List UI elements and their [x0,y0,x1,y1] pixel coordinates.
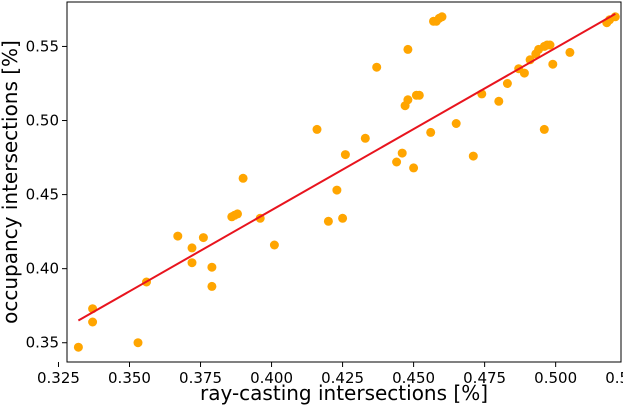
data-point [238,173,248,183]
data-point [426,127,436,137]
data-point [502,79,512,88]
data-point [173,231,183,241]
x-axis-ticks: 0.325 0.350 0.375 0.400 0.425 0.450 0.475 0.500… [37,362,623,387]
data-point [403,44,413,54]
data-point [323,216,333,226]
y-axis-ticks: 0.35 0.40 0.45 0.50 0.55 [26,37,67,352]
data-point [451,119,461,128]
data-point [187,243,197,253]
data-point [468,151,478,161]
data-point [340,150,350,160]
x-tick-label: 0.325 [37,369,80,387]
fit-line-layer [77,12,616,322]
data-point [269,240,279,250]
data-point [372,62,382,72]
data-point [73,342,83,352]
data-point [187,258,197,268]
data-point [437,12,447,22]
y-tick-label: 0.50 [26,112,59,130]
data-point [88,317,98,327]
x-tick-label: 0.475 [463,369,506,387]
data-point [494,96,504,106]
x-tick-label: 0.450 [392,369,435,387]
x-tick-label: 0.375 [179,369,222,387]
data-point [409,163,419,173]
y-tick-label: 0.55 [26,37,59,55]
data-point [207,281,217,291]
x-tick-label: 0.500 [534,369,577,387]
data-point [133,338,143,348]
data-point [565,47,575,57]
y-tick-label: 0.35 [26,334,59,352]
data-point [207,262,217,272]
x-tick-label: 0.400 [250,369,293,387]
x-axis-label: ray-casting intersections [%] [200,381,488,405]
x-tick-label: 0.350 [108,369,151,387]
data-point [397,148,407,158]
y-tick-label: 0.40 [26,260,59,278]
data-point [539,124,549,134]
plot-frame [66,1,622,363]
x-tick-label: 0.525 [605,369,623,387]
data-point [414,90,424,100]
data-point [312,124,322,134]
data-point [548,59,558,69]
data-point [519,68,529,78]
data-point [545,40,555,50]
scatter-points [73,12,620,352]
data-point [198,233,208,243]
x-tick-label: 0.425 [321,369,364,387]
data-point [332,185,342,195]
data-point [392,157,402,167]
fit-line [77,12,616,322]
y-tick-label: 0.45 [26,186,59,204]
data-point [403,95,413,105]
y-axis-label: occupancy intersections [%] [0,40,22,324]
data-point [360,133,370,143]
data-point [233,209,242,219]
data-point [338,213,348,223]
